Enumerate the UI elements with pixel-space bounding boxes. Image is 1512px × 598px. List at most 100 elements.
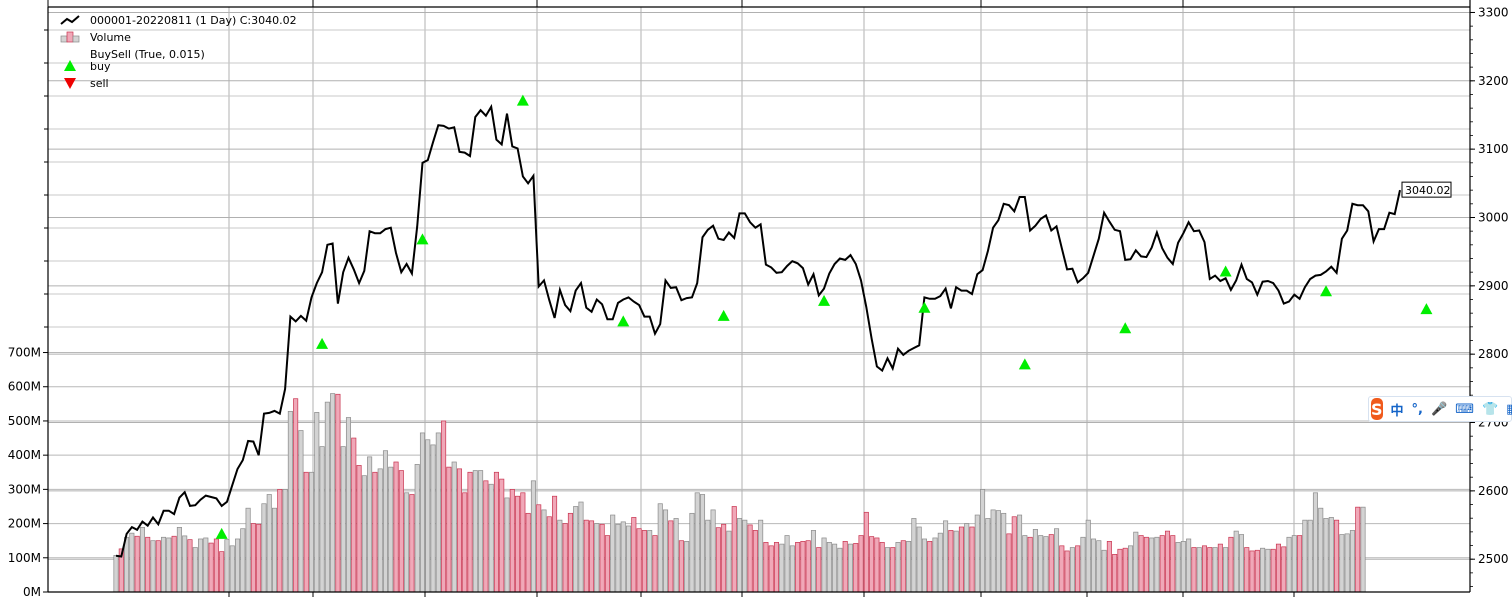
volume-tick-label: 400M: [8, 448, 41, 462]
volume-bar: [1196, 547, 1202, 593]
ime-chinese-mode-icon[interactable]: 中: [1390, 403, 1404, 419]
last-value-box: 3040.02: [1401, 181, 1452, 198]
volume-bar: [1360, 506, 1366, 593]
volume-bar: [1238, 534, 1244, 593]
volume-bar: [567, 512, 573, 593]
volume-bar: [879, 542, 885, 593]
volume-bar: [895, 542, 901, 593]
volume-bar: [964, 523, 970, 593]
volume-bar: [340, 446, 346, 593]
volume-bar: [1006, 533, 1012, 593]
volume-bar: [430, 444, 436, 593]
chart-grid: [48, 7, 1470, 593]
volume-bar: [1270, 548, 1276, 593]
volume-bar: [150, 540, 156, 593]
volume-bar: [504, 497, 510, 593]
volume-bar: [1318, 507, 1324, 593]
volume-bar: [198, 538, 204, 593]
buy-marker: [918, 301, 931, 313]
volume-bar: [1244, 547, 1250, 593]
volume-bar: [303, 471, 309, 593]
volume-bar: [351, 437, 357, 593]
legend-bar-icon: [66, 31, 74, 43]
volume-bar: [1275, 543, 1281, 593]
legend-bar-icon: [60, 35, 68, 43]
volume-bar: [361, 475, 367, 593]
volume-bar: [372, 471, 378, 593]
volume-bar: [1291, 535, 1297, 593]
volume-bar: [1069, 547, 1075, 593]
volume-bar: [700, 494, 706, 593]
volume-bar: [425, 439, 431, 593]
volume-bar: [324, 401, 330, 593]
volume-bar: [795, 542, 801, 593]
volume-bar: [536, 504, 542, 593]
volume-bar: [472, 470, 478, 593]
volume-bar: [821, 537, 827, 593]
volume-bar: [419, 432, 425, 593]
volume-bar: [1260, 547, 1266, 593]
volume-bar: [715, 527, 721, 593]
volume-bar: [684, 541, 690, 593]
buy-marker: [1219, 265, 1232, 277]
volume-bar: [916, 526, 922, 593]
ime-menu-icon[interactable]: ▦: [1506, 402, 1512, 417]
volume-bar: [1054, 528, 1060, 593]
volume-bar: [240, 528, 246, 593]
price-tick-label: 3300: [1478, 5, 1509, 19]
buy-marker: [1420, 303, 1433, 315]
volume-bar: [1249, 550, 1255, 593]
volume-bar: [705, 519, 711, 593]
volume-bar: [171, 535, 177, 593]
volume-bar: [615, 523, 621, 593]
volume-bar: [134, 535, 140, 593]
volume-bar: [546, 516, 552, 593]
volume-bar: [398, 470, 404, 593]
ime-toolbar[interactable]: S 中 °, 🎤 ⌨ 👕 ▦: [1368, 396, 1512, 422]
volume-bar: [943, 520, 949, 593]
volume-bar: [599, 523, 605, 593]
volume-bar: [990, 509, 996, 593]
volume-bar: [499, 478, 505, 593]
volume-bar: [1212, 547, 1218, 593]
volume-bar: [747, 524, 753, 593]
volume-bar: [1112, 554, 1118, 593]
volume-bar: [250, 523, 256, 593]
buy-marker: [1119, 322, 1132, 334]
ime-skin-icon[interactable]: 👕: [1481, 401, 1499, 417]
volume-bar: [1154, 536, 1160, 593]
volume-bar: [1080, 536, 1086, 593]
volume-bar: [678, 540, 684, 593]
volume-bar: [1286, 536, 1292, 593]
ime-keyboard-icon[interactable]: ⌨: [1455, 401, 1474, 417]
volume-bar: [557, 519, 563, 593]
ime-punctuation-icon[interactable]: °,: [1411, 401, 1423, 417]
volume-bar: [1233, 530, 1239, 593]
volume-bar: [441, 420, 447, 593]
volume-bar: [1217, 543, 1223, 593]
volume-bar: [520, 492, 526, 593]
ime-microphone-icon[interactable]: 🎤: [1431, 401, 1448, 417]
buy-marker: [717, 309, 730, 321]
volume-bar: [393, 461, 399, 593]
volume-bar: [758, 519, 764, 593]
buy-marker: [1320, 285, 1333, 297]
volume-bar: [1017, 514, 1023, 593]
volume-bar: [710, 509, 716, 593]
volume-bar: [1265, 548, 1271, 593]
volume-bar: [620, 521, 626, 593]
volume-bar: [1106, 541, 1112, 593]
volume-bar: [224, 539, 230, 593]
volume-bar: [810, 530, 816, 593]
price-tick-label: 3000: [1478, 210, 1509, 224]
volume-bar: [578, 501, 584, 593]
volume-bar: [689, 512, 695, 593]
volume-bar: [330, 393, 336, 593]
price-line: [115, 103, 1401, 558]
buy-marker: [617, 315, 630, 327]
ime-logo-icon[interactable]: S: [1371, 398, 1383, 420]
volume-bar: [113, 555, 119, 593]
volume-bar: [203, 537, 209, 593]
volume-bar: [1281, 546, 1287, 593]
volume-bar: [626, 525, 632, 593]
